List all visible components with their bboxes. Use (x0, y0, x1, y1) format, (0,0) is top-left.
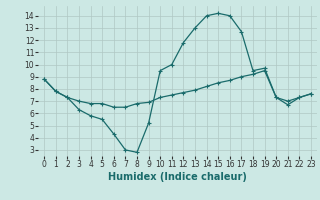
X-axis label: Humidex (Indice chaleur): Humidex (Indice chaleur) (108, 172, 247, 182)
